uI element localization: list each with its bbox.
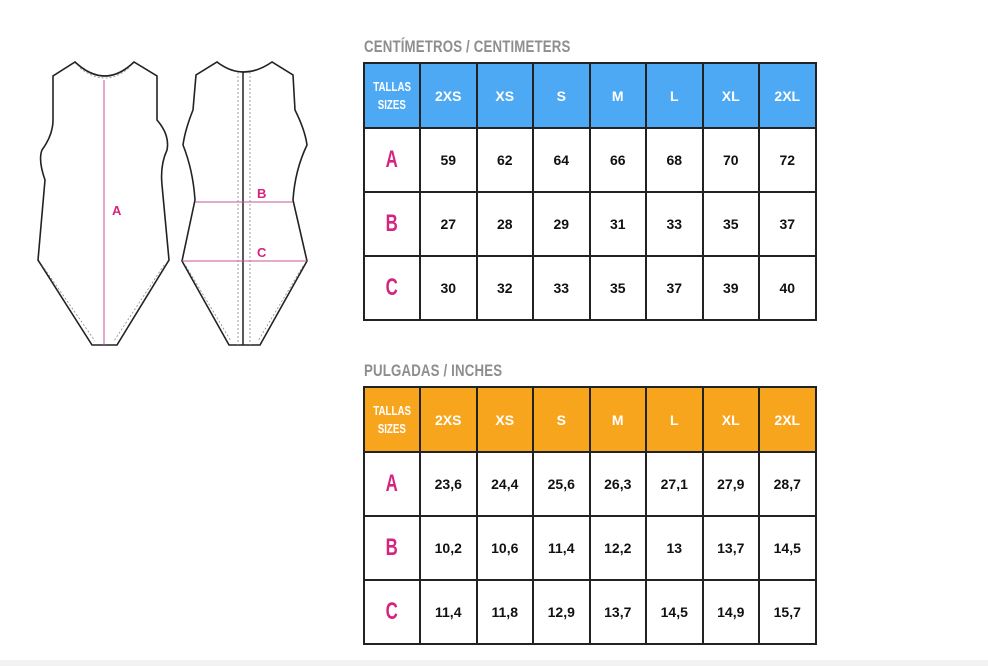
- value-cell: 10,6: [475, 515, 534, 581]
- value-cell: 27,1: [645, 451, 704, 517]
- value-cell: 70: [701, 127, 760, 193]
- value-cell: 37: [645, 255, 704, 321]
- value-cell: 33: [532, 255, 591, 321]
- inch-table-title: PULGADAS / INCHES: [364, 361, 503, 380]
- swimsuit-front: A: [37, 60, 170, 346]
- value-cell: 24,4: [475, 451, 534, 517]
- value-cell: 28: [475, 191, 534, 257]
- measure-cell: B: [363, 515, 421, 581]
- measure-label: B: [385, 210, 399, 237]
- measure-label-a: A: [112, 203, 122, 218]
- size-header: L: [645, 386, 704, 453]
- value-cell: 13,7: [588, 579, 647, 645]
- size-header: 2XS: [419, 62, 478, 129]
- size-header: XL: [701, 386, 760, 453]
- value-cell: 12,2: [588, 515, 647, 581]
- size-header: XL: [701, 62, 760, 129]
- value-cell: 11,4: [532, 515, 591, 581]
- value-cell: 40: [758, 255, 817, 321]
- header-row: TALLAS SIZES 2XS XS S M L XL 2XL: [363, 62, 817, 129]
- value-cell: 23,6: [419, 451, 478, 517]
- value-cell: 14,9: [701, 579, 760, 645]
- cm-size-table: TALLAS SIZES 2XS XS S M L XL 2XL A 59 62 64 66 68 70 72 B…: [363, 62, 817, 321]
- value-cell: 35: [588, 255, 647, 321]
- bottom-edge: [0, 660, 988, 666]
- size-header: S: [532, 386, 591, 453]
- measure-label: C: [385, 274, 399, 301]
- size-header: 2XL: [758, 62, 817, 129]
- table-row: A 59 62 64 66 68 70 72: [363, 127, 817, 193]
- value-cell: 37: [758, 191, 817, 257]
- value-cell: 28,7: [758, 451, 817, 517]
- table-row: C 30 32 33 35 37 39 40: [363, 255, 817, 321]
- table-row: B 27 28 29 31 33 35 37: [363, 191, 817, 257]
- size-header: XS: [475, 62, 534, 129]
- cm-table-title: CENTÍMETROS / CENTIMETERS: [364, 37, 571, 56]
- size-header: M: [588, 386, 647, 453]
- value-cell: 13,7: [701, 515, 760, 581]
- swimsuit-diagram: A B C: [37, 60, 308, 346]
- value-cell: 68: [645, 127, 704, 193]
- inch-size-table: TALLAS SIZES 2XS XS S M L XL 2XL A 23,6 24,4 25,6 26,…: [363, 386, 817, 645]
- table-row: B 10,2 10,6 11,4 12,2 13 13,7 14,5: [363, 515, 817, 581]
- value-cell: 29: [532, 191, 591, 257]
- value-cell: 10,2: [419, 515, 478, 581]
- measure-cell: C: [363, 255, 421, 321]
- corner-label-sizes: SIZES: [377, 420, 407, 436]
- size-header: S: [532, 62, 591, 129]
- measure-label: A: [385, 470, 399, 497]
- value-cell: 30: [419, 255, 478, 321]
- value-cell: 13: [645, 515, 704, 581]
- value-cell: 64: [532, 127, 591, 193]
- header-row: TALLAS SIZES 2XS XS S M L XL 2XL: [363, 386, 817, 453]
- corner-label-tallas: TALLAS: [373, 78, 411, 94]
- measure-label: C: [385, 598, 399, 625]
- measure-label-c: C: [257, 245, 267, 260]
- table-row: C 11,4 11,8 12,9 13,7 14,5 14,9 15,7: [363, 579, 817, 645]
- measure-label-b: B: [257, 186, 266, 201]
- measure-cell: A: [363, 127, 421, 193]
- value-cell: 59: [419, 127, 478, 193]
- corner-header: TALLAS SIZES: [363, 62, 421, 129]
- measure-cell: C: [363, 579, 421, 645]
- value-cell: 12,9: [532, 579, 591, 645]
- value-cell: 26,3: [588, 451, 647, 517]
- value-cell: 35: [701, 191, 760, 257]
- measure-cell: B: [363, 191, 421, 257]
- value-cell: 62: [475, 127, 534, 193]
- corner-header: TALLAS SIZES: [363, 386, 421, 453]
- measure-cell: A: [363, 451, 421, 517]
- value-cell: 66: [588, 127, 647, 193]
- value-cell: 39: [701, 255, 760, 321]
- size-header: 2XL: [758, 386, 817, 453]
- value-cell: 14,5: [758, 515, 817, 581]
- table-row: A 23,6 24,4 25,6 26,3 27,1 27,9 28,7: [363, 451, 817, 517]
- value-cell: 27: [419, 191, 478, 257]
- corner-label-sizes: SIZES: [377, 96, 407, 112]
- value-cell: 72: [758, 127, 817, 193]
- value-cell: 31: [588, 191, 647, 257]
- size-header: L: [645, 62, 704, 129]
- value-cell: 14,5: [645, 579, 704, 645]
- size-header: M: [588, 62, 647, 129]
- swimsuit-back: B C: [181, 61, 308, 346]
- value-cell: 25,6: [532, 451, 591, 517]
- value-cell: 27,9: [701, 451, 760, 517]
- value-cell: 11,4: [419, 579, 478, 645]
- corner-label-tallas: TALLAS: [373, 402, 411, 418]
- measure-label: B: [385, 534, 399, 561]
- value-cell: 15,7: [758, 579, 817, 645]
- value-cell: 33: [645, 191, 704, 257]
- measure-label: A: [385, 146, 399, 173]
- value-cell: 11,8: [475, 579, 534, 645]
- size-header: XS: [475, 386, 534, 453]
- value-cell: 32: [475, 255, 534, 321]
- size-header: 2XS: [419, 386, 478, 453]
